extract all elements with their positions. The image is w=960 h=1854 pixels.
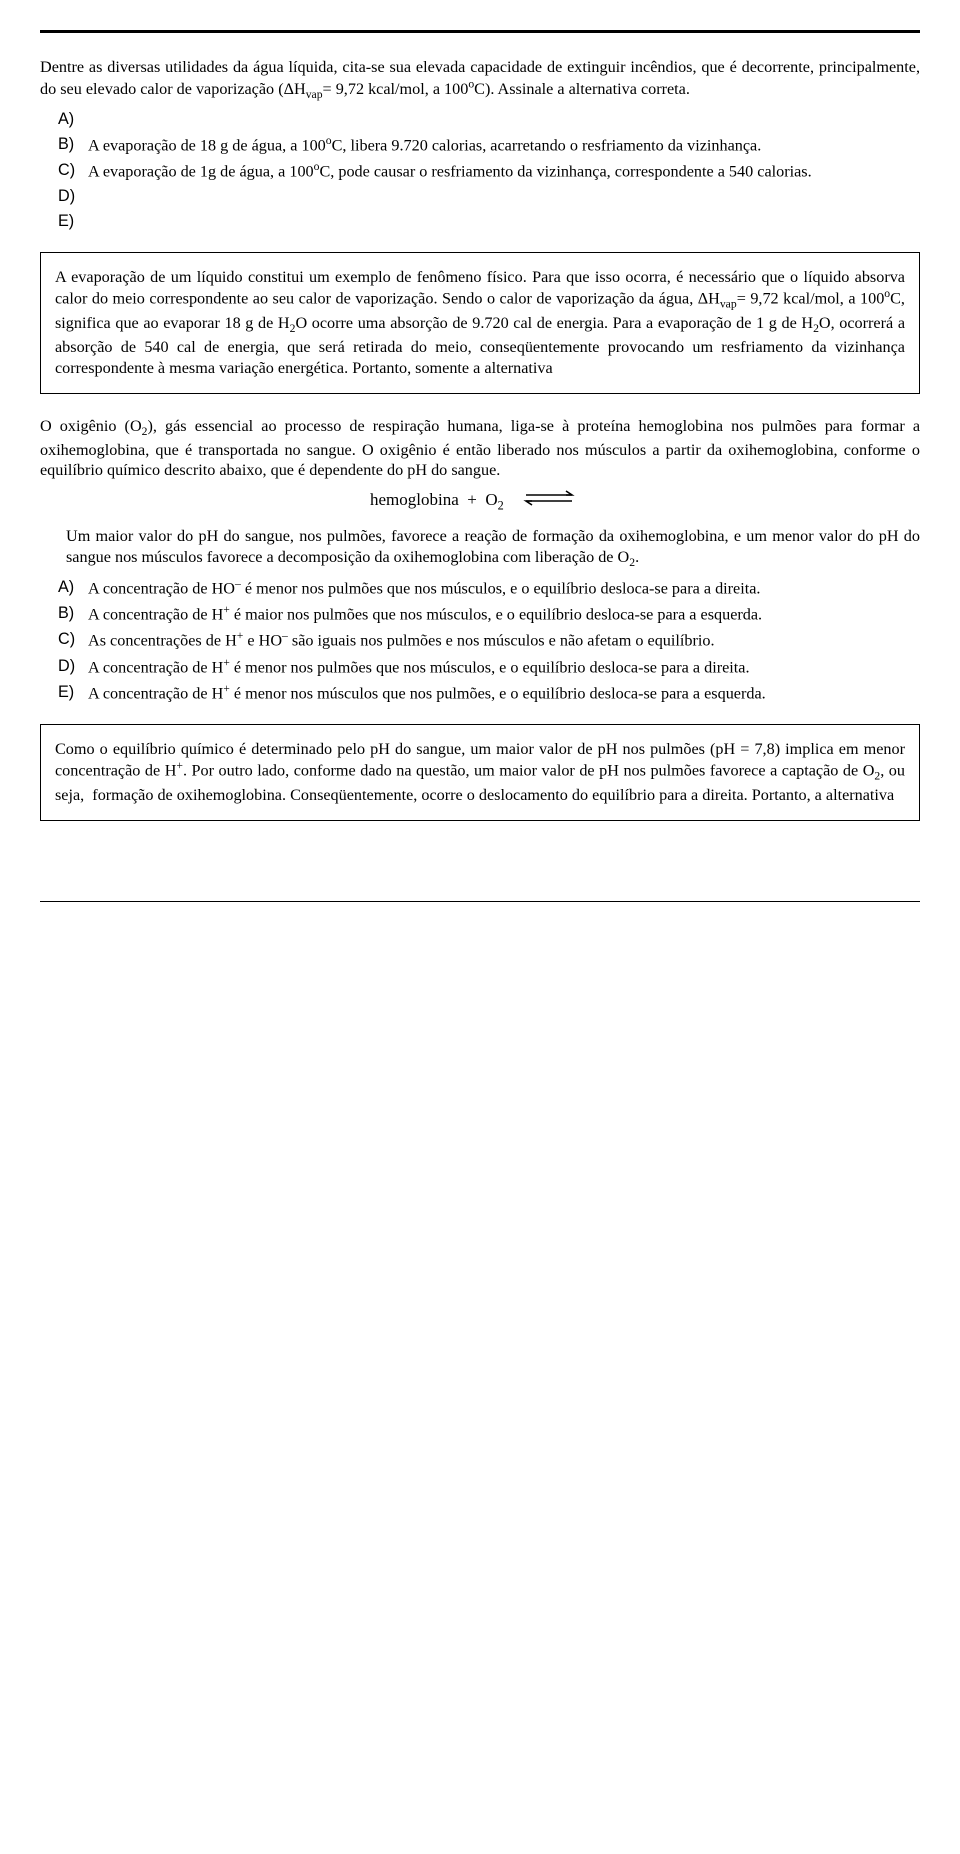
q13-solution-box: Como o equilíbrio químico é determinado … [40,724,920,821]
q13-alt-e: A concentração de H+ é menor nos músculo… [88,682,920,704]
q12-alt-b-row: B) A evaporação de 18 g de água, a 100oC… [40,134,920,156]
q12-stem-text: Dentre as diversas utilidades da água lí… [40,58,920,98]
q12-alt-a-row: A) [40,109,920,130]
q12-alt-e-row: E) [40,211,920,232]
q13-alt-c: As concentrações de H+ e HO– são iguais … [88,629,920,651]
q13-alt-b: A concentração de H+ é maior nos pulmões… [88,603,920,625]
q13-equation: hemoglobina + O2 [40,489,920,514]
alt-label: D) [40,186,88,207]
page-subtitle [40,26,920,33]
q12-alt-a [88,109,920,130]
alt-label: C) [40,160,88,182]
q12-alt-e [88,211,920,232]
equilibrium-arrow-icon [522,489,576,513]
eq-left: hemoglobina + O2 [370,490,504,509]
alt-label: E) [40,682,88,704]
alt-label: A) [40,109,88,130]
alt-label: D) [40,656,88,678]
q12-stem: Dentre as diversas utilidades da água lí… [40,57,920,103]
q12-alt-b: A evaporação de 18 g de água, a 100oC, l… [88,134,920,156]
document-page: Dentre as diversas utilidades da água lí… [0,0,960,966]
q12-alt-c-row: C) A evaporação de 1g de água, a 100oC, … [40,160,920,182]
q13-alt-d: A concentração de H+ é menor nos pulmões… [88,656,920,678]
q13-stem1: O oxigênio (O2), gás essencial ao proces… [40,416,920,482]
q12-alt-d [88,186,920,207]
q13-alt-a-row: A) A concentração de HO– é menor nos pul… [40,577,920,599]
q13-solution-text: Como o equilíbrio químico é determinado … [55,739,905,806]
q13-alt-c-row: C) As concentrações de H+ e HO– são igua… [40,629,920,651]
q12-solution-box: A evaporação de um líquido constitui um … [40,252,920,394]
alt-label: B) [40,134,88,156]
q13-stem2: Um maior valor do pH do sangue, nos pulm… [66,526,920,571]
q12-alt-d-row: D) [40,186,920,207]
q13-alt-b-row: B) A concentração de H+ é maior nos pulm… [40,603,920,625]
alt-label: B) [40,603,88,625]
alt-label: C) [40,629,88,651]
q13-alt-a: A concentração de HO– é menor nos pulmõe… [88,577,920,599]
q13-alt-d-row: D) A concentração de H+ é menor nos pulm… [40,656,920,678]
q13-alt-e-row: E) A concentração de H+ é menor nos músc… [40,682,920,704]
alt-label: E) [40,211,88,232]
q12-solution-text: A evaporação de um líquido constitui um … [55,267,905,379]
q13-stem1-text: O oxigênio (O2), gás essencial ao proces… [40,417,920,480]
alt-label: A) [40,577,88,599]
q12-alt-c: A evaporação de 1g de água, a 100oC, pod… [88,160,920,182]
page-footer [40,901,920,906]
